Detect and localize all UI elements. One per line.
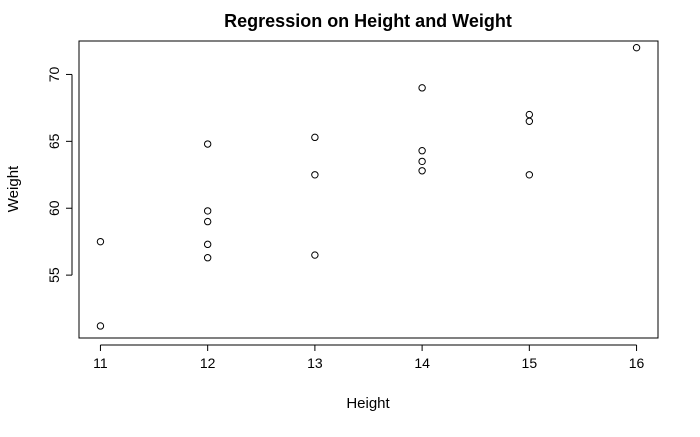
data-point — [311, 171, 319, 179]
y-axis: 55 60 65 70 — [46, 66, 73, 283]
data-point — [418, 167, 426, 175]
y-axis-label: Weight — [5, 165, 22, 212]
x-axis-label: Height — [346, 395, 390, 412]
data-point — [311, 133, 319, 142]
data-points — [96, 43, 641, 330]
data-point — [525, 117, 534, 125]
data-point — [311, 251, 319, 259]
y-tick-label: 55 — [46, 267, 62, 283]
y-tick-label: 70 — [46, 66, 62, 82]
data-point — [203, 217, 212, 226]
y-tick-label: 60 — [46, 200, 62, 216]
data-point — [418, 84, 426, 92]
x-tick-label: 14 — [414, 355, 430, 371]
y-tick-label: 65 — [46, 133, 62, 149]
data-point — [203, 240, 212, 249]
x-tick-label: 12 — [200, 355, 216, 371]
data-point — [203, 140, 212, 148]
data-point — [96, 322, 105, 330]
data-point — [632, 43, 641, 52]
data-point — [203, 254, 212, 262]
x-tick-label: 11 — [93, 355, 108, 371]
x-tick-label: 16 — [629, 355, 645, 371]
x-tick-label: 13 — [307, 355, 323, 371]
plot-frame — [78, 40, 659, 339]
data-point — [525, 171, 534, 179]
data-point — [418, 147, 426, 155]
x-tick-label: 15 — [522, 355, 538, 371]
data-point — [203, 207, 212, 215]
x-axis: 11 12 13 14 15 16 — [93, 344, 645, 371]
data-point — [418, 157, 426, 166]
chart-title: Regression on Height and Weight — [224, 11, 512, 31]
data-point — [96, 237, 105, 246]
